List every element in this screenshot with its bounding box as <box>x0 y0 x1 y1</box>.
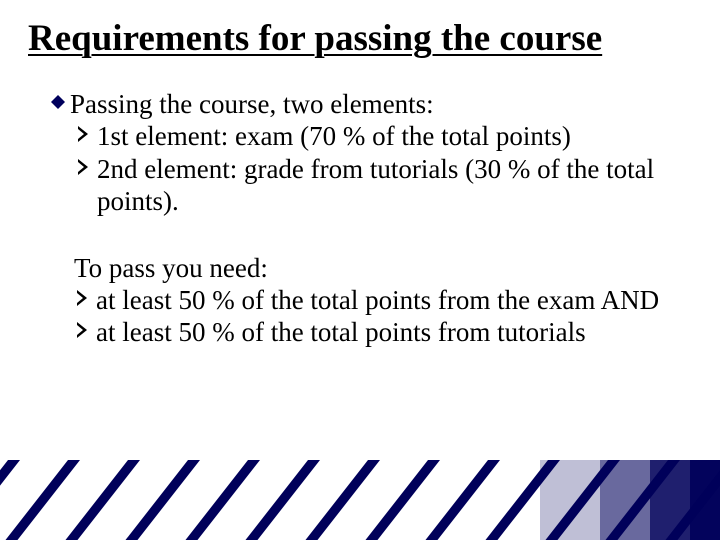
slide: Requirements for passing the course Pass… <box>0 0 720 540</box>
chevron-right-icon <box>74 316 96 343</box>
chevron-right-icon <box>75 153 97 180</box>
sub-item: 1st element: exam (70 % of the total poi… <box>75 120 670 152</box>
sub-item: at least 50 % of the total points from t… <box>74 316 670 348</box>
chevron-right-icon <box>75 120 97 147</box>
bullet-item: Passing the course, two elements: <box>50 88 670 120</box>
content-area: Requirements for passing the course Pass… <box>0 0 720 460</box>
spacer <box>50 218 670 252</box>
sub-text: 1st element: exam (70 % of the total poi… <box>97 120 670 152</box>
diamond-icon <box>50 88 70 115</box>
chevron-right-icon <box>74 284 96 311</box>
sub-text: at least 50 % of the total points from t… <box>96 316 670 348</box>
slide-title: Requirements for passing the course <box>28 18 692 61</box>
pass-block: To pass you need: at least 50 % of the t… <box>74 252 670 349</box>
footer-stripes <box>0 460 720 540</box>
pass-lead: To pass you need: <box>74 252 670 284</box>
bullet-text: Passing the course, two elements: <box>70 88 670 120</box>
sub-item: 2nd element: grade from tutorials (30 % … <box>75 153 670 218</box>
body: Passing the course, two elements: 1st el… <box>50 88 670 349</box>
sub-text: at least 50 % of the total points from t… <box>96 284 670 316</box>
sub-text: 2nd element: grade from tutorials (30 % … <box>97 153 670 218</box>
sub-item: at least 50 % of the total points from t… <box>74 284 670 316</box>
